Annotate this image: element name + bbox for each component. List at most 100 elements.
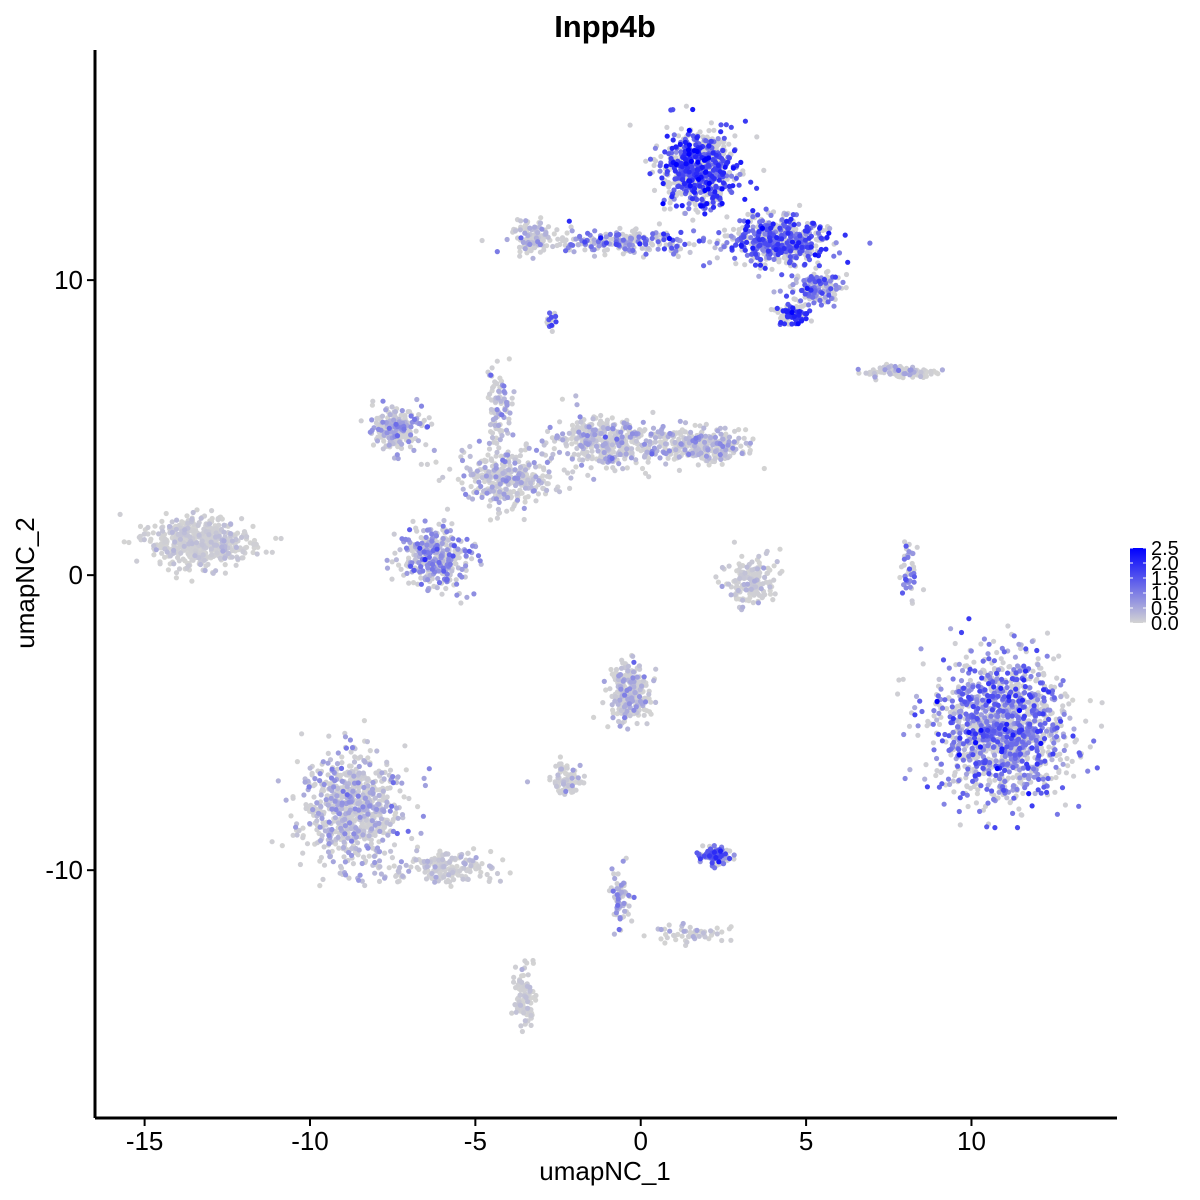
data-point <box>564 765 570 771</box>
data-point <box>915 732 921 738</box>
data-point <box>217 555 223 562</box>
data-point <box>767 591 774 597</box>
data-point <box>609 415 615 421</box>
data-point <box>589 456 595 462</box>
data-point <box>296 827 302 834</box>
data-point <box>509 1010 515 1016</box>
data-point <box>1025 699 1031 705</box>
data-point <box>437 848 443 854</box>
data-point <box>380 788 386 794</box>
data-point <box>488 848 494 855</box>
data-point <box>691 242 697 248</box>
data-point <box>645 245 651 251</box>
data-point <box>639 245 645 251</box>
data-point <box>406 580 412 586</box>
data-point <box>269 839 275 845</box>
data-point <box>347 770 353 776</box>
data-point <box>614 881 620 887</box>
data-point <box>609 437 615 443</box>
data-point <box>385 832 391 838</box>
data-point <box>525 494 531 500</box>
data-point <box>233 544 239 551</box>
data-point <box>269 549 275 555</box>
data-point <box>543 231 549 237</box>
data-point <box>936 676 942 683</box>
data-point <box>731 539 738 545</box>
data-point <box>439 591 445 597</box>
data-point <box>275 778 281 784</box>
data-point <box>569 441 575 447</box>
data-point <box>615 701 621 707</box>
data-point <box>760 592 766 599</box>
data-point <box>195 522 201 529</box>
data-point <box>713 574 719 580</box>
data-point <box>468 863 474 869</box>
data-point <box>732 133 738 139</box>
data-point <box>994 649 1000 656</box>
data-point <box>318 854 324 861</box>
data-point <box>951 711 957 717</box>
data-point <box>485 452 491 458</box>
data-point <box>706 462 712 468</box>
data-point <box>1049 757 1055 763</box>
data-point <box>322 828 328 834</box>
data-point <box>554 783 560 790</box>
data-point <box>519 1028 526 1035</box>
data-point <box>489 435 496 441</box>
data-point <box>714 931 720 937</box>
data-point <box>235 556 241 562</box>
data-point <box>635 446 641 452</box>
data-point <box>455 476 461 482</box>
data-point <box>401 794 407 800</box>
data-point <box>486 503 492 509</box>
data-point <box>338 863 344 870</box>
data-point <box>436 477 442 483</box>
data-point <box>145 531 151 537</box>
data-point <box>650 409 656 415</box>
data-point <box>898 564 905 570</box>
data-point <box>767 584 773 590</box>
data-point <box>772 591 778 597</box>
data-point <box>506 459 512 465</box>
data-point <box>160 528 166 534</box>
data-point <box>511 974 517 981</box>
data-point <box>957 822 963 828</box>
data-point <box>726 563 732 569</box>
data-point <box>641 428 647 434</box>
data-point <box>721 227 728 233</box>
data-point <box>672 439 678 446</box>
data-point <box>519 979 525 985</box>
data-point <box>756 560 762 566</box>
data-point <box>379 413 386 419</box>
data-point <box>578 419 584 425</box>
data-point <box>743 427 749 433</box>
data-point <box>963 654 969 660</box>
data-point <box>449 521 455 527</box>
data-point <box>213 525 219 532</box>
data-point <box>624 465 630 471</box>
data-point <box>715 579 722 585</box>
data-point <box>697 129 703 135</box>
data-point <box>498 378 505 384</box>
data-point <box>722 233 728 239</box>
data-point <box>736 230 742 236</box>
data-point <box>465 850 471 857</box>
data-point <box>555 236 561 242</box>
data-point <box>391 842 398 848</box>
data-point <box>792 296 799 302</box>
data-point <box>732 578 738 584</box>
data-point <box>174 517 180 523</box>
data-point <box>726 434 733 440</box>
data-point <box>487 517 494 523</box>
data-point <box>384 759 390 765</box>
data-point <box>711 127 717 133</box>
data-point <box>692 422 698 428</box>
data-point <box>381 438 387 444</box>
data-point <box>662 940 668 946</box>
data-point <box>460 486 466 492</box>
data-point <box>696 933 702 939</box>
data-point <box>603 465 610 471</box>
data-point <box>602 252 608 258</box>
data-point <box>843 271 850 278</box>
data-point <box>771 563 777 569</box>
